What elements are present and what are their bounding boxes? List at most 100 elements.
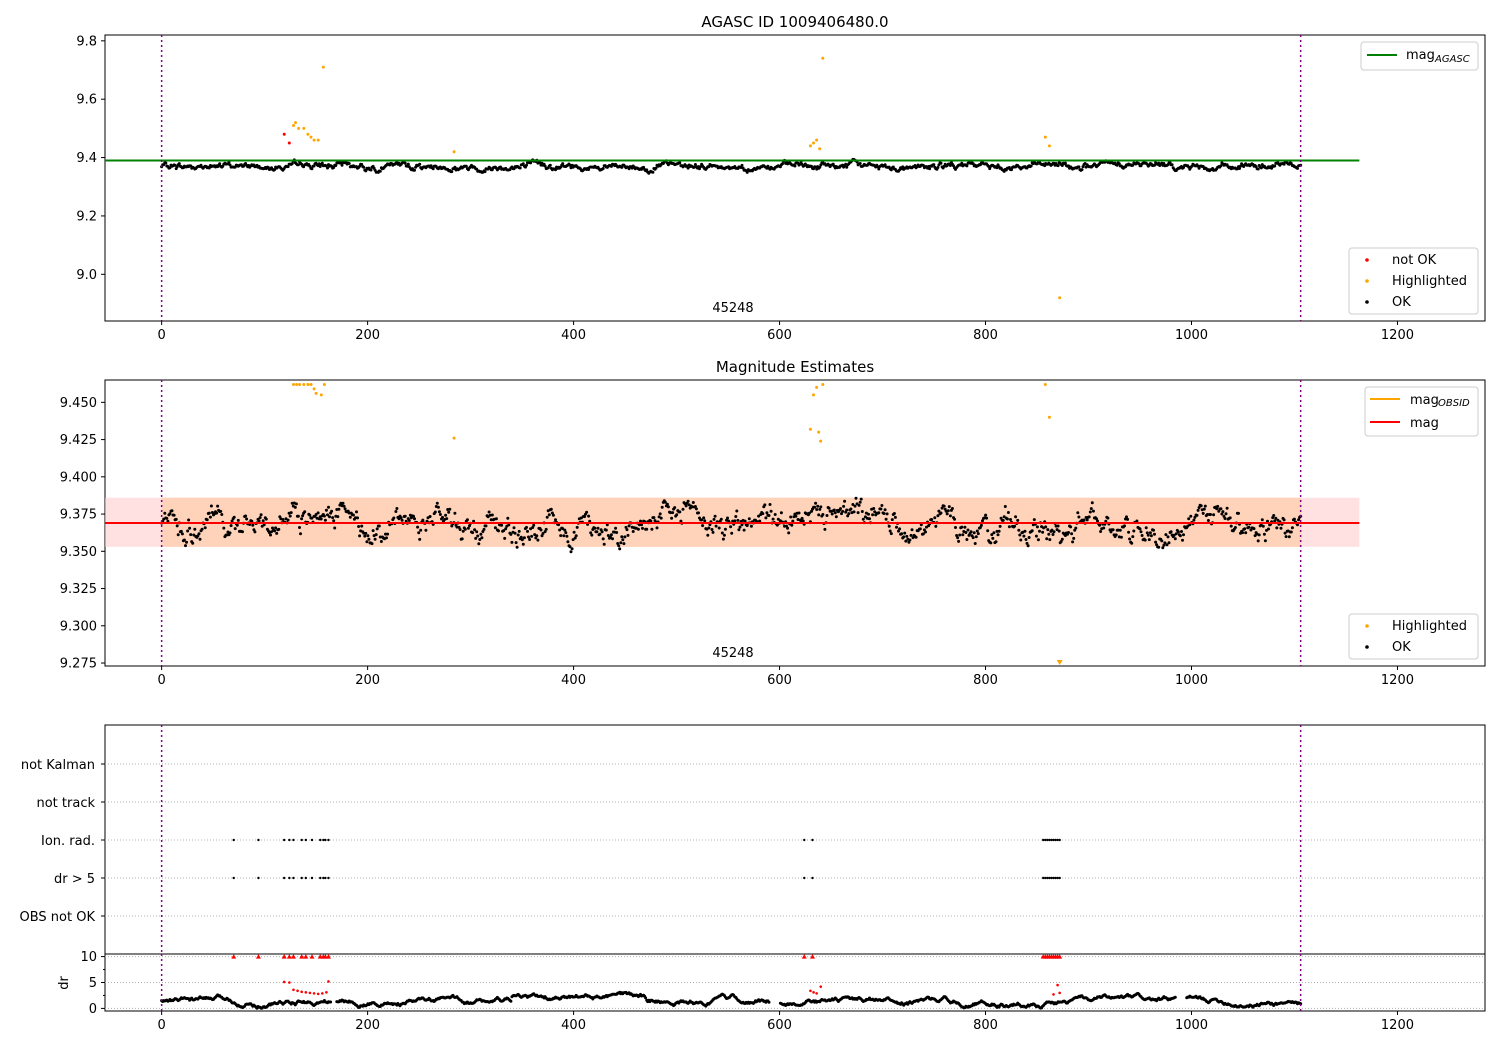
- highlighted-point: [312, 138, 316, 142]
- ok-point: [1098, 523, 1102, 527]
- ok-point: [757, 514, 761, 518]
- highlighted-point: [812, 393, 815, 397]
- flag-point: [300, 838, 303, 842]
- ok-point: [800, 516, 804, 520]
- ok-point: [1166, 535, 1170, 539]
- ok-point: [639, 519, 642, 523]
- ok-point: [1063, 161, 1067, 165]
- ok-point: [253, 530, 257, 534]
- ok-point: [185, 540, 188, 544]
- ok-point: [1009, 518, 1012, 521]
- ok-point: [1215, 507, 1219, 511]
- ok-point: [320, 161, 324, 165]
- flag-point: [803, 876, 806, 880]
- ok-point: [767, 514, 771, 517]
- ok-point: [327, 505, 330, 509]
- ok-point: [872, 507, 876, 510]
- ok-point: [816, 504, 820, 508]
- ok-point: [273, 529, 277, 533]
- ok-point: [1026, 544, 1030, 548]
- ok-point: [513, 531, 517, 535]
- ok-point: [378, 535, 382, 539]
- ok-point: [861, 517, 865, 521]
- ok-point: [710, 528, 714, 531]
- x-tick-label: 800: [973, 1018, 998, 1033]
- ok-point: [743, 519, 747, 523]
- ok-point: [773, 513, 777, 516]
- ok-point: [1019, 538, 1023, 542]
- ok-point: [719, 517, 723, 521]
- ok-point: [312, 164, 316, 168]
- ok-point: [786, 526, 790, 530]
- ok-point: [536, 538, 540, 542]
- flag-point: [1050, 838, 1053, 842]
- ok-point: [1187, 517, 1191, 521]
- ok-point: [465, 518, 469, 522]
- highlighted-point: [815, 385, 819, 389]
- ok-point: [519, 535, 523, 539]
- ok-point: [969, 530, 973, 534]
- ok-point: [733, 519, 737, 523]
- ok-point: [615, 531, 619, 534]
- ok-point: [621, 538, 625, 542]
- flag-point: [1056, 876, 1059, 880]
- ok-point: [572, 530, 576, 534]
- x-tick-label: 0: [158, 328, 166, 343]
- ok-point: [270, 530, 273, 534]
- ok-point: [1220, 512, 1224, 516]
- ok-point: [711, 530, 715, 534]
- ok-point: [419, 528, 423, 532]
- panel-1-frame: [104, 34, 1486, 322]
- flag-point: [288, 876, 291, 880]
- ok-point: [189, 533, 193, 537]
- ok-point: [742, 528, 746, 532]
- ok-point: [768, 503, 772, 506]
- ok-point: [601, 167, 605, 170]
- ok-point: [900, 532, 904, 536]
- ok-point: [215, 511, 219, 515]
- y-tick-label: 10: [80, 950, 97, 965]
- ok-point: [958, 533, 962, 537]
- ok-point: [908, 538, 912, 542]
- ok-point: [394, 510, 398, 513]
- ok-point: [781, 162, 784, 166]
- y-tick-label: 9.350: [60, 545, 97, 560]
- dr-capped-marker: [255, 954, 261, 959]
- highlighted-point: [812, 141, 815, 145]
- ok-point: [670, 516, 674, 520]
- ok-point: [525, 525, 528, 529]
- ok-point: [333, 526, 337, 530]
- x-tick-label: 200: [355, 328, 380, 343]
- panel-2-annotation: 45248: [712, 646, 753, 661]
- ok-point: [747, 517, 751, 521]
- not-ok-point: [287, 141, 291, 145]
- ok-point: [928, 167, 932, 171]
- ok-point: [851, 503, 855, 506]
- ok-point: [1041, 530, 1045, 534]
- ok-point: [1223, 517, 1227, 520]
- ok-point: [622, 542, 626, 546]
- ok-point: [887, 524, 891, 528]
- ok-point: [1131, 163, 1135, 167]
- panel-2-plot-area: 0 200 400 600 800 1000 1200 9.275 9.300 9.325 9.35…: [60, 379, 1486, 688]
- dr-red-point: [320, 992, 324, 995]
- ok-point: [1126, 517, 1130, 521]
- ok-point: [483, 170, 487, 174]
- ok-point: [678, 510, 682, 514]
- ok-point: [464, 164, 468, 168]
- ok-point: [1070, 532, 1074, 536]
- ok-point: [857, 503, 861, 507]
- ok-point: [362, 165, 366, 169]
- ok-point: [428, 515, 432, 518]
- panel-2-legend-bottom: Highlighted OK: [1348, 613, 1479, 660]
- ok-point: [275, 531, 279, 535]
- ok-point: [568, 545, 572, 549]
- ok-point: [1283, 531, 1287, 535]
- ok-point: [856, 511, 860, 515]
- ok-point: [818, 507, 822, 511]
- ok-point: [445, 517, 449, 521]
- flag-point: [811, 876, 814, 880]
- ok-point: [955, 534, 959, 537]
- dr-red-point: [296, 989, 299, 993]
- ok-point: [1219, 507, 1223, 511]
